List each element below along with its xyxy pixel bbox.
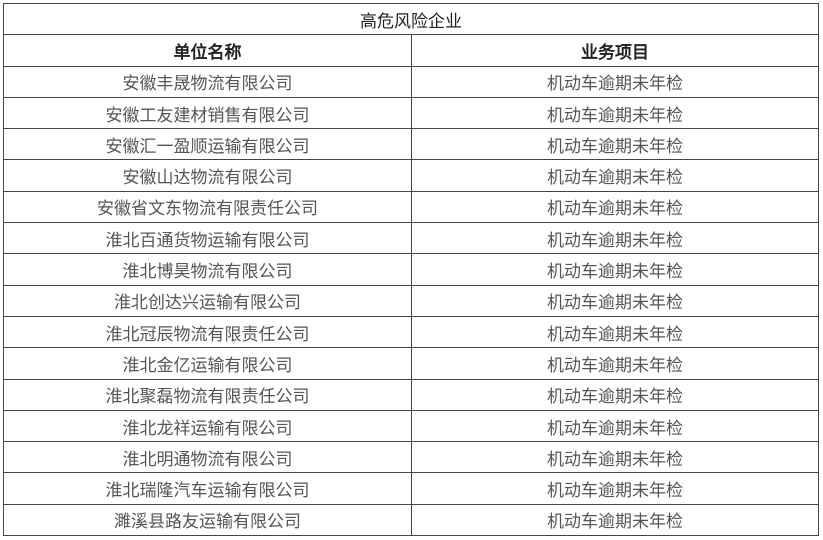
company-name-cell: 淮北聚磊物流有限责任公司	[3, 378, 412, 411]
table-row: 安徽山达物流有限公司 机动车逾期未年检	[3, 159, 819, 192]
company-name-cell: 濉溪县路友运输有限公司	[3, 503, 412, 537]
business-item-cell: 机动车逾期未年检	[411, 347, 819, 380]
business-item-cell: 机动车逾期未年检	[411, 472, 819, 505]
business-item-cell: 机动车逾期未年检	[411, 190, 819, 224]
table-row: 淮北博昊物流有限公司 机动车逾期未年检	[3, 253, 819, 286]
title-row: 高危风险企业	[3, 2, 819, 36]
header-business-item: 业务项目	[411, 34, 819, 67]
table-row: 淮北百通货物运输有限公司 机动车逾期未年检	[3, 222, 819, 255]
business-item-cell: 机动车逾期未年检	[411, 378, 819, 411]
company-name-cell: 淮北金亿运输有限公司	[3, 347, 412, 380]
business-item-cell: 机动车逾期未年检	[411, 503, 819, 537]
company-name-cell: 淮北瑞隆汽车运输有限公司	[3, 472, 412, 505]
table-row: 淮北聚磊物流有限责任公司 机动车逾期未年检	[3, 378, 819, 411]
high-risk-enterprise-table: 高危风险企业 单位名称 业务项目 安徽丰晟物流有限公司 机动车逾期未年检 安徽工友建…	[3, 2, 819, 537]
business-item-cell: 机动车逾期未年检	[411, 315, 819, 349]
business-item-cell: 机动车逾期未年检	[411, 409, 819, 443]
company-name-cell: 安徽山达物流有限公司	[3, 159, 412, 192]
table-row: 安徽汇一盈顺运输有限公司 机动车逾期未年检	[3, 128, 819, 161]
table-row: 淮北明通物流有限公司 机动车逾期未年检	[3, 441, 819, 474]
business-item-cell: 机动车逾期未年检	[411, 253, 819, 286]
table-row: 安徽工友建材销售有限公司 机动车逾期未年检	[3, 96, 819, 130]
company-name-cell: 淮北百通货物运输有限公司	[3, 222, 412, 255]
business-item-cell: 机动车逾期未年检	[411, 284, 819, 317]
company-name-cell: 安徽省文东物流有限责任公司	[3, 190, 412, 224]
company-name-cell: 淮北博昊物流有限公司	[3, 253, 412, 286]
company-name-cell: 淮北冠辰物流有限责任公司	[3, 315, 412, 349]
table-row: 淮北瑞隆汽车运输有限公司 机动车逾期未年检	[3, 472, 819, 505]
business-item-cell: 机动车逾期未年检	[411, 65, 819, 98]
company-name-cell: 淮北创达兴运输有限公司	[3, 284, 412, 317]
company-name-cell: 淮北明通物流有限公司	[3, 441, 412, 474]
table-row: 淮北金亿运输有限公司 机动车逾期未年检	[3, 347, 819, 380]
table-row: 安徽丰晟物流有限公司 机动车逾期未年检	[3, 65, 819, 98]
table-row: 濉溪县路友运输有限公司 机动车逾期未年检	[3, 503, 819, 537]
table-row: 淮北龙祥运输有限公司 机动车逾期未年检	[3, 409, 819, 443]
company-name-cell: 安徽汇一盈顺运输有限公司	[3, 128, 412, 161]
company-name-cell: 安徽丰晟物流有限公司	[3, 65, 412, 98]
business-item-cell: 机动车逾期未年检	[411, 441, 819, 474]
table-row: 淮北冠辰物流有限责任公司 机动车逾期未年检	[3, 315, 819, 349]
business-item-cell: 机动车逾期未年检	[411, 159, 819, 192]
table-title: 高危风险企业	[3, 2, 819, 36]
company-name-cell: 安徽工友建材销售有限公司	[3, 96, 412, 130]
table-row: 淮北创达兴运输有限公司 机动车逾期未年检	[3, 284, 819, 317]
business-item-cell: 机动车逾期未年检	[411, 222, 819, 255]
header-company-name: 单位名称	[3, 34, 412, 67]
table-row: 安徽省文东物流有限责任公司 机动车逾期未年检	[3, 190, 819, 224]
business-item-cell: 机动车逾期未年检	[411, 128, 819, 161]
business-item-cell: 机动车逾期未年检	[411, 96, 819, 130]
company-name-cell: 淮北龙祥运输有限公司	[3, 409, 412, 443]
header-row: 单位名称 业务项目	[3, 34, 819, 67]
